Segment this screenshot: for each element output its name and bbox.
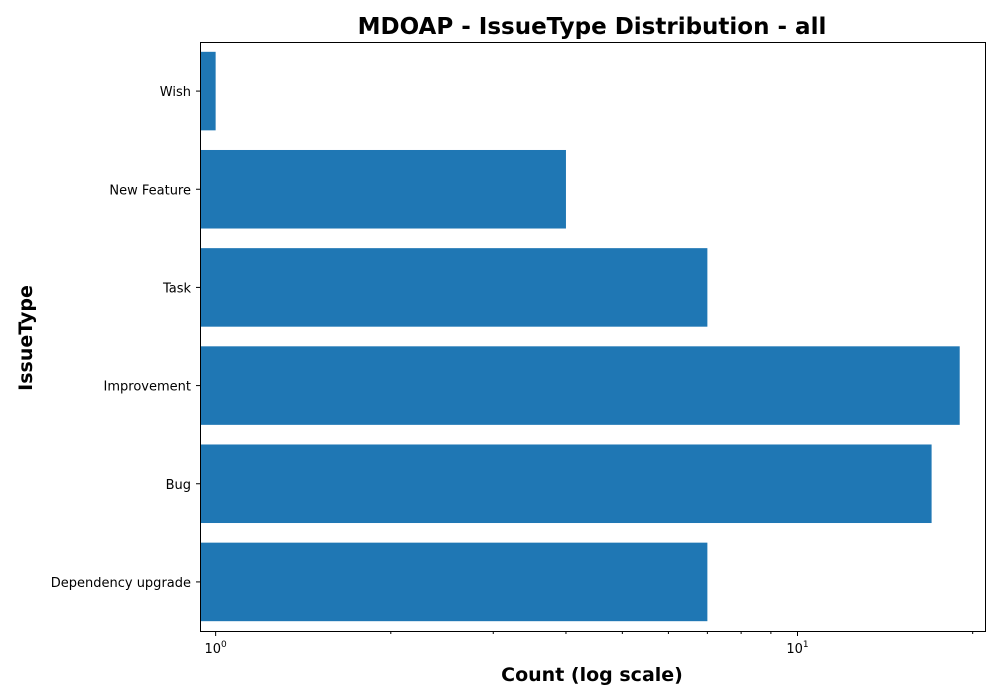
- x-tick-label: 101: [786, 640, 808, 657]
- y-tick-label: Task: [162, 281, 192, 296]
- bar: [200, 444, 932, 524]
- y-tick-label: Bug: [166, 478, 191, 493]
- plot-frame: [200, 42, 986, 632]
- bar: [200, 346, 960, 425]
- y-tick-label: New Feature: [109, 183, 191, 198]
- y-tick-label: Improvement: [104, 380, 191, 395]
- y-axis-label: IssueType: [15, 285, 37, 391]
- x-axis-label: Count (log scale): [501, 664, 683, 686]
- x-tick-label: 100: [204, 640, 227, 657]
- bar: [200, 51, 216, 131]
- bars-group: [200, 51, 960, 622]
- y-axis-ticks: Wish New Feature Task Improvement Bug Depende…: [51, 85, 200, 591]
- chart-title: MDOAP - IssueType Distribution - all: [358, 14, 827, 40]
- bar: [200, 248, 708, 327]
- y-tick-label: Wish: [160, 85, 191, 100]
- bar: [200, 542, 708, 622]
- x-axis-ticks: 100 101: [204, 631, 974, 657]
- bar: [200, 149, 566, 229]
- y-tick-label: Dependency upgrade: [51, 576, 191, 591]
